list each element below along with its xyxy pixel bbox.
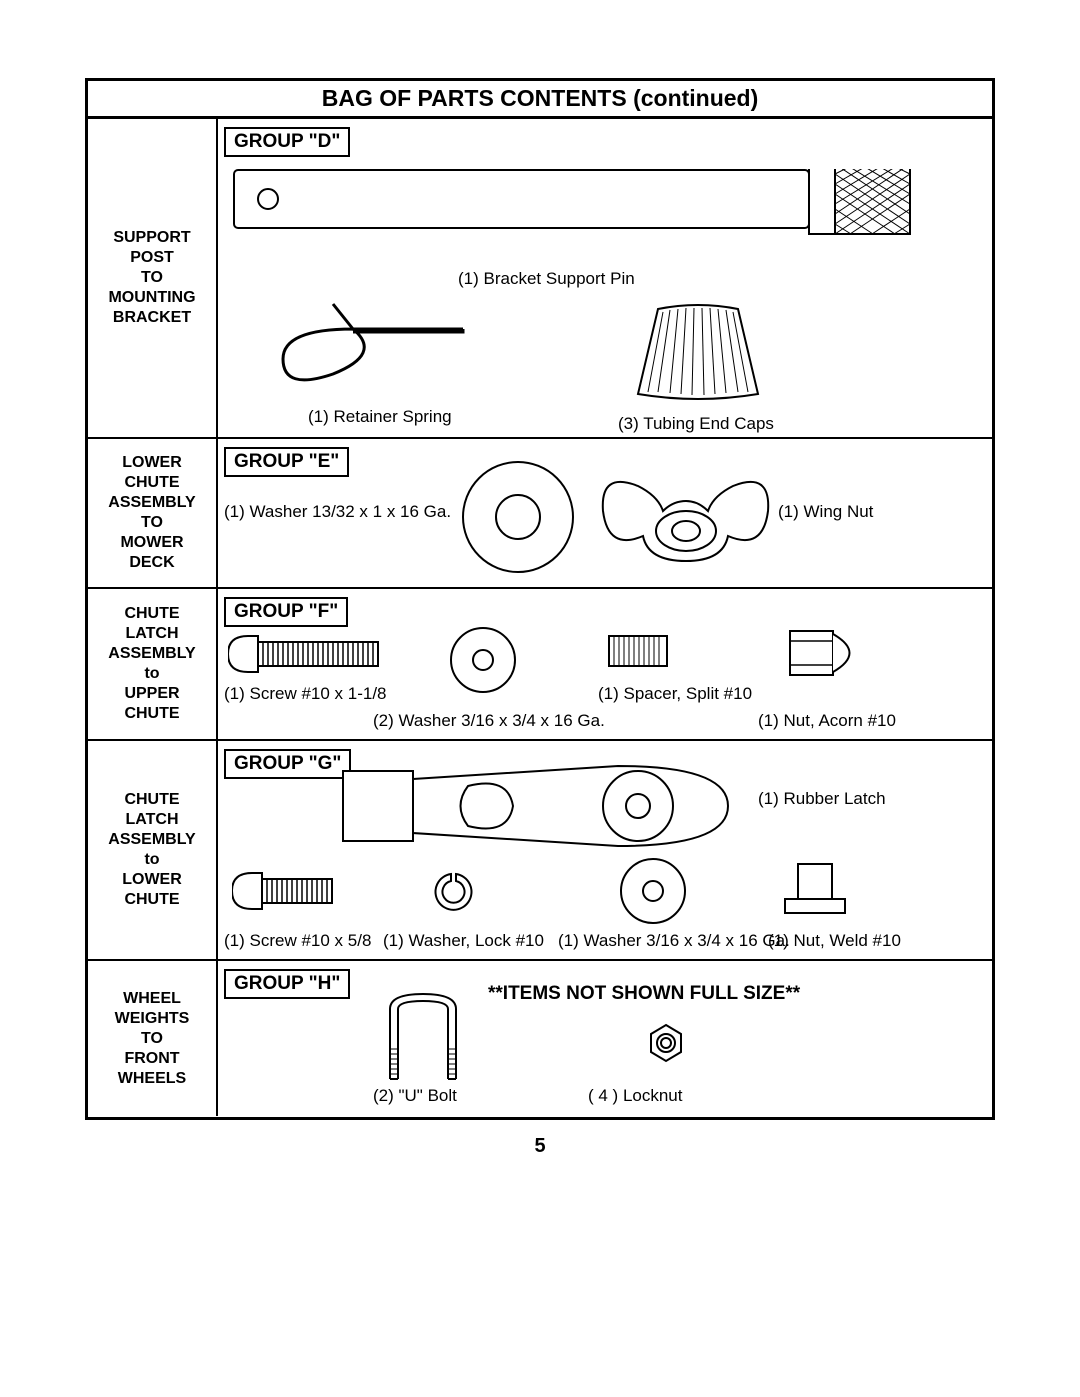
rubber-latch-icon [338, 751, 738, 861]
group-f-tag: GROUP "F" [224, 597, 348, 627]
washer-e-icon [458, 457, 578, 577]
washer-g-label: (1) Washer 3/16 x 3/4 x 16 Ga. [558, 931, 790, 951]
group-d-content: GROUP "D" [218, 119, 992, 439]
side-label-e: LOWER CHUTE ASSEMBLY TO MOWER DECK [88, 439, 218, 589]
washer-e-label: (1) Washer 13/32 x 1 x 16 Ga. [224, 502, 451, 522]
screw-f-label: (1) Screw #10 x 1-1/8 [224, 684, 387, 704]
u-bolt-label: (2) "U" Bolt [373, 1086, 457, 1106]
washer-g-icon [618, 856, 688, 926]
wing-nut-label: (1) Wing Nut [778, 502, 873, 522]
bracket-support-pin-label: (1) Bracket Support Pin [458, 269, 635, 289]
rubber-latch-label: (1) Rubber Latch [758, 789, 886, 809]
wing-nut-icon [598, 461, 773, 576]
acorn-nut-icon [788, 629, 868, 679]
group-g-tag: GROUP "G" [224, 749, 351, 779]
side-label-g: CHUTE LATCH ASSEMBLY to LOWER CHUTE [88, 741, 218, 961]
group-h-tag: GROUP "H" [224, 969, 350, 999]
group-g-content: GROUP "G" (1) Rubber Latch [218, 741, 992, 961]
washer-f-label: (2) Washer 3/16 x 3/4 x 16 Ga. [373, 711, 605, 731]
page-number: 5 [0, 1135, 1080, 1158]
spacer-f-icon [608, 635, 668, 669]
group-f-content: GROUP "F" [218, 589, 992, 741]
tubing-end-cap-label: (3) Tubing End Caps [618, 414, 774, 434]
tubing-end-cap-icon [618, 304, 778, 404]
washer-f-icon [448, 625, 518, 695]
retainer-spring-label: (1) Retainer Spring [308, 407, 452, 427]
screw-g-label: (1) Screw #10 x 5/8 [224, 931, 371, 951]
screw-g-icon [232, 871, 342, 911]
side-label-d: SUPPORT POST TO MOUNTING BRACKET [88, 119, 218, 439]
page-title: BAG OF PARTS CONTENTS (continued) [88, 81, 992, 119]
group-e-content: GROUP "E" (1) Washer 13/32 x 1 x 16 Ga. … [218, 439, 992, 589]
weld-nut-label: (1) Nut, Weld #10 [768, 931, 901, 951]
locknut-icon [646, 1023, 686, 1063]
not-full-size-note: **ITEMS NOT SHOWN FULL SIZE** [488, 983, 800, 1005]
retainer-spring-icon [273, 299, 473, 399]
weld-nut-icon [783, 859, 848, 919]
group-e-tag: GROUP "E" [224, 447, 349, 477]
bracket-support-pin-icon [233, 169, 913, 259]
outer-frame: BAG OF PARTS CONTENTS (continued) SUPPOR… [85, 78, 995, 1120]
spacer-f-label: (1) Spacer, Split #10 [598, 684, 752, 704]
acorn-nut-label: (1) Nut, Acorn #10 [758, 711, 896, 731]
lock-washer-label: (1) Washer, Lock #10 [383, 931, 544, 951]
side-label-f: CHUTE LATCH ASSEMBLY to UPPER CHUTE [88, 589, 218, 741]
lock-washer-icon [433, 869, 479, 915]
u-bolt-icon [378, 989, 468, 1084]
group-d-tag: GROUP "D" [224, 127, 350, 157]
screw-f-icon [228, 634, 388, 674]
locknut-label: ( 4 ) Locknut [588, 1086, 683, 1106]
side-label-h: WHEEL WEIGHTS TO FRONT WHEELS [88, 961, 218, 1116]
group-h-content: GROUP "H" **ITEMS NOT SHOWN FULL SIZE** [218, 961, 992, 1116]
